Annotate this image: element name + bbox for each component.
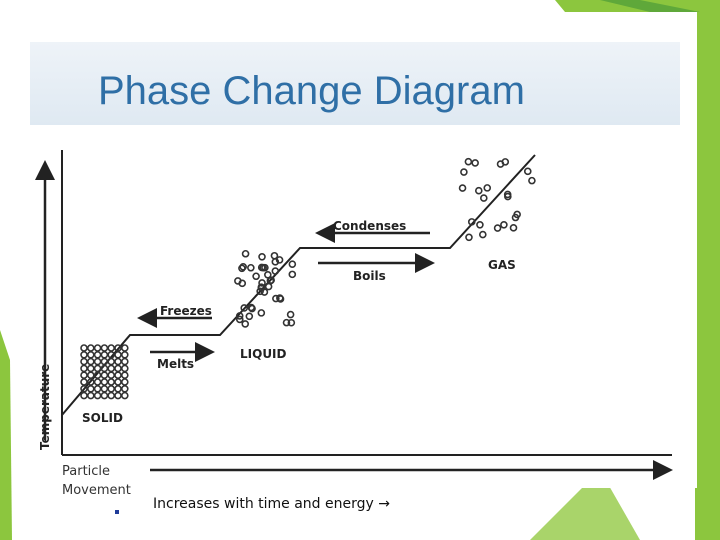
particle: [114, 391, 122, 400]
particle: [282, 318, 291, 327]
particle: [264, 270, 272, 279]
particle: [107, 391, 115, 400]
particle: [476, 220, 484, 229]
x-axis-label-text: Movement: [62, 483, 131, 498]
particle: [500, 220, 508, 229]
particle: [93, 384, 102, 393]
particle: [467, 218, 476, 226]
particle: [121, 384, 129, 393]
particle: [93, 391, 102, 400]
particle: [288, 260, 297, 268]
particle: [496, 160, 505, 168]
label: GAS: [488, 258, 516, 272]
particle: [257, 283, 266, 291]
particle: [121, 391, 129, 400]
particle: [238, 264, 246, 273]
decoration: [555, 0, 720, 540]
particle: [235, 315, 244, 324]
particle: [258, 252, 266, 261]
particle: [80, 364, 88, 373]
particle: [275, 256, 284, 264]
particle: [523, 167, 532, 176]
particle: [509, 224, 518, 232]
particle: [114, 364, 122, 373]
particle: [239, 262, 247, 271]
particle: [271, 267, 280, 275]
x-axis-label: Particle Movement: [62, 464, 131, 498]
label: LIQUID: [240, 347, 287, 361]
particle: [288, 270, 297, 279]
y-axis-label: Temperature: [38, 364, 52, 450]
particles: [80, 157, 536, 400]
particle: [276, 294, 284, 302]
particle: [483, 184, 492, 192]
particle: [114, 384, 122, 393]
decoration: [0, 330, 12, 540]
particle: [241, 249, 250, 258]
particle: [258, 279, 266, 287]
heating-curve: [61, 154, 536, 416]
particle: [80, 391, 88, 400]
particle: [464, 157, 473, 166]
particle: [80, 384, 88, 393]
decoration: [600, 0, 700, 12]
particle: [121, 364, 129, 373]
label: Melts: [157, 357, 194, 371]
particle: [245, 312, 254, 321]
label: Boils: [353, 269, 386, 283]
particle: [247, 303, 256, 312]
particle: [480, 194, 488, 202]
label: Condenses: [333, 219, 406, 233]
title: Phase Change Diagram: [98, 69, 525, 113]
particle: [493, 224, 502, 232]
particle: [235, 312, 244, 320]
particle: [528, 176, 536, 185]
particle: [256, 287, 264, 296]
particle: [114, 350, 122, 359]
particle: [80, 350, 88, 359]
particle: [121, 350, 129, 359]
particle: [247, 263, 255, 272]
decoration: [530, 470, 640, 540]
bullet-text: Increases with time and energy →: [153, 496, 390, 512]
particle: [287, 318, 296, 327]
title-band: [30, 42, 680, 125]
particle: [107, 364, 115, 373]
particle: [240, 304, 249, 312]
particle: [252, 272, 260, 281]
particle: [513, 210, 521, 219]
particle: [479, 230, 487, 239]
particle: [465, 233, 473, 242]
particle: [259, 263, 268, 272]
particle: [460, 168, 468, 176]
label: Freezes: [160, 304, 212, 318]
particle: [257, 309, 266, 317]
particle: [107, 384, 115, 393]
particle: [286, 310, 295, 319]
particle: [504, 192, 512, 201]
particle: [264, 282, 273, 291]
bullet-marker: [115, 510, 119, 514]
particle: [234, 277, 242, 285]
label: SOLID: [82, 411, 123, 425]
particle: [272, 294, 280, 303]
particle: [267, 276, 275, 284]
particle: [93, 364, 102, 373]
particle: [471, 159, 479, 167]
particle: [474, 186, 483, 195]
particle: [107, 350, 115, 359]
particle: [458, 184, 467, 192]
particle: [93, 350, 102, 359]
x-axis-label-text: Particle: [62, 464, 110, 479]
particle: [241, 320, 250, 328]
